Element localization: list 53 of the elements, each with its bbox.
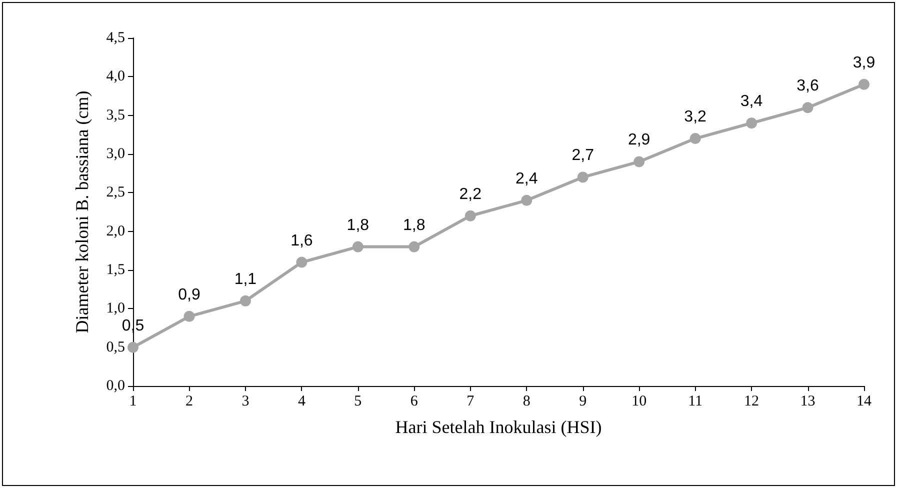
x-tick-label: 4 [298, 394, 306, 410]
point [577, 172, 588, 183]
x-tick-label: 13 [800, 394, 816, 410]
point [128, 342, 138, 353]
data-label: 3,4 [740, 93, 763, 110]
point [240, 295, 251, 306]
y-tick-label: 2,0 [106, 223, 125, 240]
x-tick-label: 10 [632, 394, 647, 410]
x-tick-label: 12 [744, 394, 760, 410]
point [634, 156, 645, 168]
x-tick-label: 5 [354, 394, 362, 410]
data-label: 3,9 [852, 54, 876, 72]
point [352, 241, 364, 252]
data-label: 3,2 [684, 108, 707, 126]
y-axis-title: Diameter koloni B. bassiana (cm) [72, 90, 92, 334]
data-label: 2,2 [459, 186, 482, 203]
y-tick-label: 0,5 [106, 339, 125, 356]
point [184, 310, 195, 322]
x-tick-label: 3 [242, 394, 250, 410]
y-tick-label: 3,5 [106, 107, 125, 124]
data-label: 2,4 [515, 170, 538, 188]
y-tick-label: 1,5 [106, 262, 125, 278]
x-tick-label: 11 [688, 394, 703, 410]
data-label: 3,6 [796, 78, 819, 95]
data-label: 1,8 [346, 216, 370, 234]
point [464, 210, 476, 222]
data-label: 1,8 [403, 216, 426, 234]
point [690, 133, 701, 144]
y-tick-label: 3,0 [106, 146, 125, 162]
y-tick-label: 2,5 [106, 184, 125, 201]
point [746, 118, 758, 129]
point [296, 256, 308, 268]
y-tick-label: 1,0 [106, 300, 125, 317]
data-label: 1,6 [290, 232, 313, 250]
data-label: 2,7 [572, 147, 594, 164]
y-tick-label: 0,0 [106, 378, 125, 394]
data-label: 2,9 [628, 132, 650, 149]
point [408, 241, 420, 252]
point [521, 194, 532, 206]
data-label: 1,1 [234, 270, 257, 288]
y-tick-label: 4,0 [106, 68, 125, 85]
x-tick-label: 2 [185, 394, 193, 410]
x-tick-label: 14 [856, 394, 872, 410]
point [802, 102, 814, 114]
point [858, 78, 870, 90]
data-label: 0,9 [178, 286, 200, 304]
y-tick-label: 4,5 [106, 30, 125, 46]
x-axis-title: Hari Setelah Inokulasi (HSI) [395, 417, 602, 437]
x-tick-label: 9 [579, 394, 587, 410]
x-tick-label: 8 [522, 394, 530, 410]
x-tick-label: 1 [129, 394, 137, 410]
x-tick-label: 6 [410, 394, 418, 410]
x-tick-label: 7 [466, 394, 475, 410]
